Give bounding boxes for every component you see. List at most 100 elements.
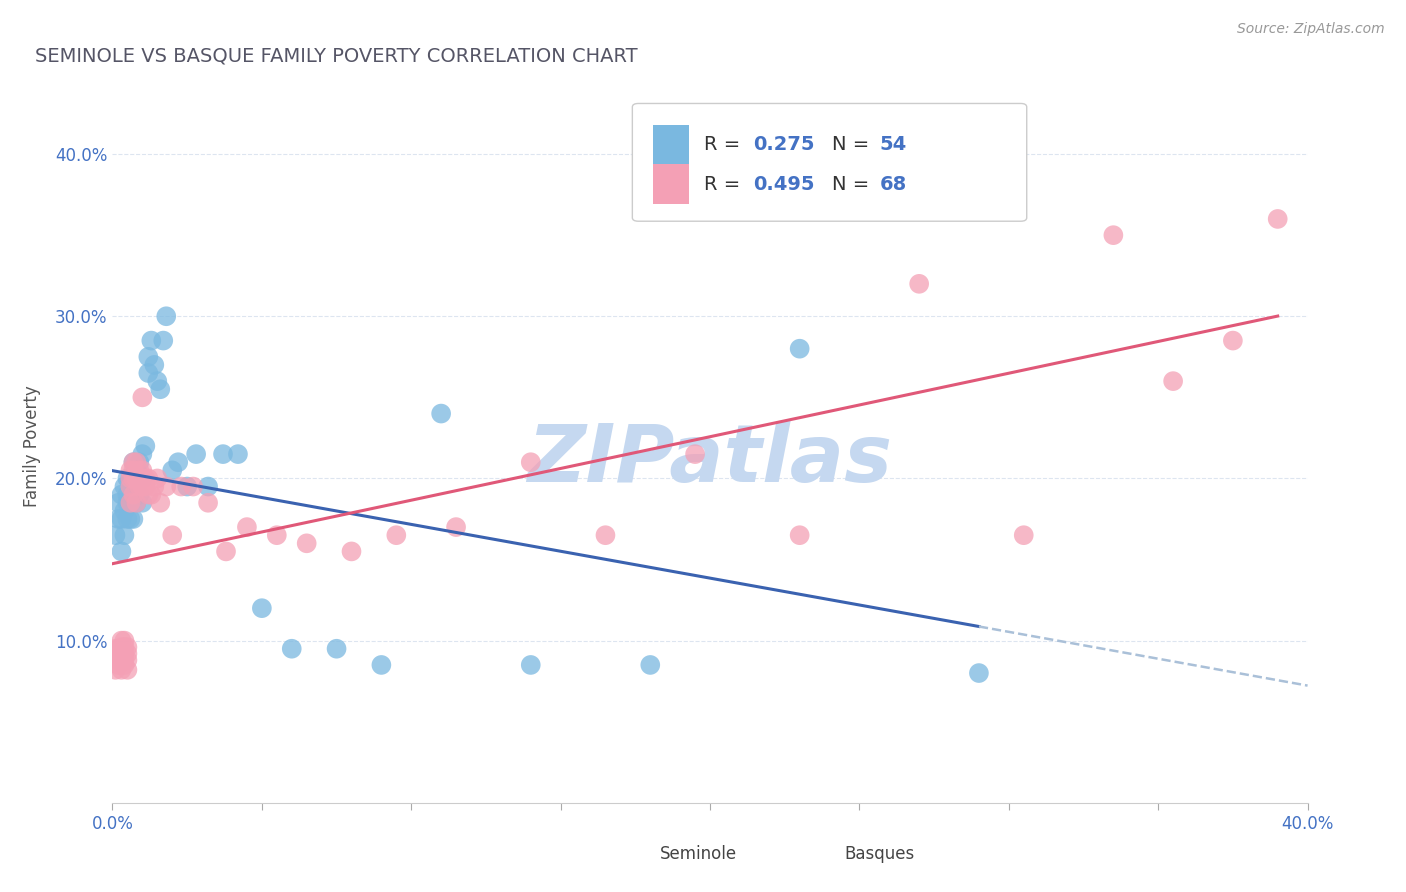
Point <box>125 463 148 477</box>
Point <box>125 455 148 469</box>
Text: ZIPatlas: ZIPatlas <box>527 421 893 500</box>
Point <box>212 447 235 461</box>
Point <box>908 277 931 291</box>
Point <box>120 479 142 493</box>
Point <box>155 310 177 324</box>
Point <box>117 488 139 502</box>
Point <box>146 471 169 485</box>
Point <box>131 496 153 510</box>
Text: N =: N = <box>832 175 876 194</box>
Point <box>152 334 174 348</box>
Point <box>128 471 150 485</box>
Point <box>110 633 132 648</box>
Point <box>1102 228 1125 243</box>
Point <box>325 641 347 656</box>
Text: 68: 68 <box>880 175 907 194</box>
Point <box>134 439 156 453</box>
Point <box>162 463 183 477</box>
Point <box>114 647 135 661</box>
Point <box>120 512 142 526</box>
Point <box>117 653 139 667</box>
Point <box>143 358 166 372</box>
Point <box>110 647 132 661</box>
FancyBboxPatch shape <box>652 125 689 164</box>
Point <box>125 479 148 493</box>
Point <box>104 649 127 664</box>
Point <box>370 657 392 672</box>
Point <box>122 512 145 526</box>
Point <box>266 528 288 542</box>
Point <box>131 479 153 493</box>
Point <box>104 641 127 656</box>
Point <box>125 471 148 485</box>
Text: 54: 54 <box>880 135 907 153</box>
Point <box>114 479 135 493</box>
Point <box>226 447 249 461</box>
Point <box>197 496 219 510</box>
Point <box>1161 374 1184 388</box>
Text: 0.275: 0.275 <box>754 135 814 153</box>
Y-axis label: Family Poverty: Family Poverty <box>24 385 41 507</box>
Point <box>120 496 142 510</box>
Point <box>110 544 132 558</box>
Text: Basques: Basques <box>844 846 914 863</box>
Point <box>128 488 150 502</box>
Point <box>131 447 153 461</box>
Point <box>170 479 193 493</box>
Point <box>114 504 135 518</box>
Point <box>114 657 135 672</box>
Point <box>117 471 139 485</box>
Point <box>1222 334 1244 348</box>
Point <box>120 471 142 485</box>
Point <box>131 390 153 404</box>
Point <box>186 447 208 461</box>
Point <box>162 528 183 542</box>
Point <box>640 657 662 672</box>
Point <box>295 536 318 550</box>
Point <box>117 496 139 510</box>
Point <box>430 407 453 421</box>
Point <box>110 640 132 654</box>
Point <box>444 520 467 534</box>
Point <box>340 544 363 558</box>
Point <box>138 488 160 502</box>
Point <box>181 479 204 493</box>
Point <box>114 653 135 667</box>
Point <box>110 512 132 526</box>
Text: Source: ZipAtlas.com: Source: ZipAtlas.com <box>1237 22 1385 37</box>
Point <box>114 633 135 648</box>
Point <box>141 488 163 502</box>
Point <box>385 528 408 542</box>
Point <box>146 374 169 388</box>
Point <box>122 455 145 469</box>
Point <box>141 334 163 348</box>
Point <box>1012 528 1035 542</box>
Point <box>149 496 172 510</box>
Point <box>110 653 132 667</box>
Point <box>107 657 129 672</box>
Text: R =: R = <box>704 175 747 194</box>
Point <box>114 640 135 654</box>
Point <box>104 528 127 542</box>
FancyBboxPatch shape <box>652 164 689 203</box>
Point <box>117 663 139 677</box>
Point <box>149 382 172 396</box>
Point <box>789 528 811 542</box>
Point <box>520 455 543 469</box>
Point <box>107 496 129 510</box>
Point <box>122 471 145 485</box>
Point <box>117 512 139 526</box>
Point <box>125 496 148 510</box>
Point <box>110 663 132 677</box>
Point <box>120 463 142 477</box>
Point <box>107 512 129 526</box>
Point <box>114 528 135 542</box>
Point <box>134 471 156 485</box>
Point <box>967 666 990 681</box>
Text: 0.495: 0.495 <box>754 175 814 194</box>
Point <box>155 479 177 493</box>
Point <box>520 657 543 672</box>
Point <box>215 544 238 558</box>
Point <box>122 488 145 502</box>
Point <box>131 463 153 477</box>
